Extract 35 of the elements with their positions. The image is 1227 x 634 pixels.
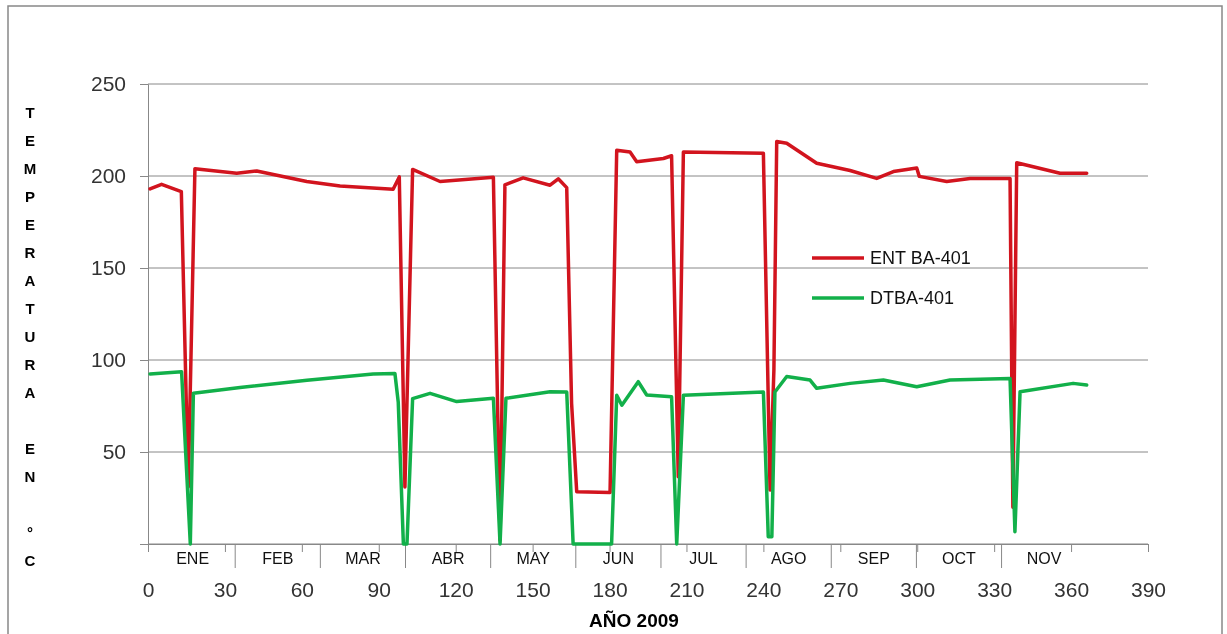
y-tick-label: 250	[90, 72, 126, 96]
x-tick-label: 390	[1130, 577, 1167, 601]
line-series	[148, 370, 1089, 546]
x-tick-label: 180	[592, 577, 628, 601]
text: SEP	[857, 550, 890, 567]
x-tick-label: 270	[823, 577, 859, 601]
y-tick-label: 50	[102, 440, 126, 464]
y-tick-label: 200	[90, 164, 126, 188]
text: JUN	[602, 550, 634, 567]
text: ENE	[176, 550, 210, 567]
legend-label: ENT BA-401	[870, 248, 971, 268]
x-tick-label: 60	[290, 577, 315, 601]
x-tick-label: 0	[142, 577, 155, 601]
x-tick-label: 150	[515, 577, 551, 601]
text: FEB	[262, 550, 294, 567]
text: MAR	[345, 550, 381, 567]
x-tick-label: 210	[669, 577, 705, 601]
text: JUL	[689, 550, 718, 567]
text: AGO	[770, 550, 807, 567]
legend-label: DTBA-401	[870, 288, 955, 308]
x-tick-label: 360	[1054, 577, 1090, 601]
x-axis-title: AÑO 2009	[589, 610, 679, 631]
text: OCT	[942, 550, 977, 567]
text: MAY	[516, 550, 551, 567]
x-tick-label: 120	[438, 577, 474, 601]
x-tick-label: 90	[367, 577, 391, 601]
x-tick-label: 300	[900, 577, 936, 601]
text: ABR	[431, 550, 465, 567]
y-tick-label: 100	[90, 348, 126, 372]
x-tick-label: 240	[746, 577, 782, 601]
x-tick-label: 330	[977, 577, 1013, 601]
x-tick-label: 30	[213, 577, 238, 601]
y-tick-label: 150	[90, 256, 126, 280]
y-axis-title: TEMPERATURA EN °C	[21, 104, 39, 580]
text: NOV	[1026, 550, 1062, 567]
